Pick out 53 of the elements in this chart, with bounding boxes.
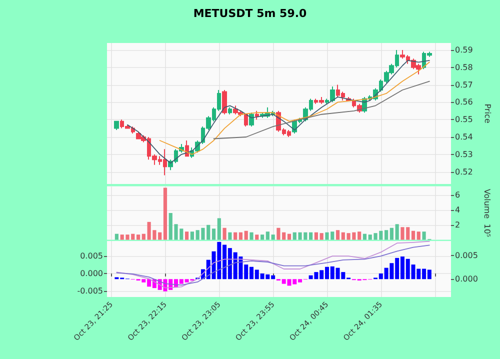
y-tick-label: 0.57 — [455, 80, 473, 90]
candlestick — [222, 90, 227, 115]
y-tick-label: 0.58 — [455, 62, 473, 72]
bar — [142, 234, 146, 240]
y-tick-label: -0.005 — [77, 286, 103, 296]
bar — [250, 232, 254, 240]
bar — [228, 232, 232, 240]
bar — [395, 224, 399, 240]
bar — [341, 232, 345, 240]
y-tick-label: 0.55 — [455, 115, 473, 124]
y-tick-label: 0.59 — [455, 45, 473, 54]
bar — [114, 234, 119, 240]
bar — [362, 234, 367, 240]
bar — [217, 218, 221, 240]
y-tick-label: 0.56 — [455, 98, 473, 107]
y-tick-label: 2 — [455, 220, 460, 230]
y-tick-label: 0.000 — [80, 269, 103, 278]
bar — [358, 232, 362, 240]
bar — [390, 228, 394, 240]
bar — [158, 232, 162, 240]
candlestick — [114, 120, 119, 131]
bar — [314, 232, 318, 240]
bar — [271, 234, 275, 240]
y-axis-title: Price — [483, 104, 492, 124]
bar — [320, 233, 324, 240]
bar — [238, 232, 243, 240]
bar — [309, 232, 313, 240]
y-tick-label: 4 — [455, 206, 460, 215]
bar — [384, 230, 388, 240]
bar — [185, 232, 189, 240]
y-tick-label: 0.53 — [455, 150, 473, 159]
bar — [260, 234, 264, 240]
bar — [416, 232, 420, 240]
bar — [255, 234, 259, 240]
y-tick-label: 0.005 — [80, 252, 103, 261]
bar — [266, 232, 270, 240]
chart-title: METUSDT 5m 59.0 — [193, 7, 308, 20]
bar — [222, 228, 226, 240]
candlestick — [228, 106, 232, 115]
candlestick — [249, 112, 254, 128]
bar — [212, 228, 216, 240]
bar — [336, 230, 340, 240]
bar — [244, 230, 248, 240]
y-axis-title: Volume 10⁵ — [482, 188, 492, 238]
y-tick-label: 6 — [455, 190, 460, 200]
bar — [287, 234, 292, 240]
bar — [136, 234, 140, 240]
bar — [411, 230, 416, 240]
candlestick — [255, 110, 259, 120]
y-tick-label: 0.54 — [455, 132, 473, 142]
y-tick-label: 0.52 — [455, 167, 473, 176]
bar — [190, 232, 194, 240]
bar — [234, 232, 238, 240]
